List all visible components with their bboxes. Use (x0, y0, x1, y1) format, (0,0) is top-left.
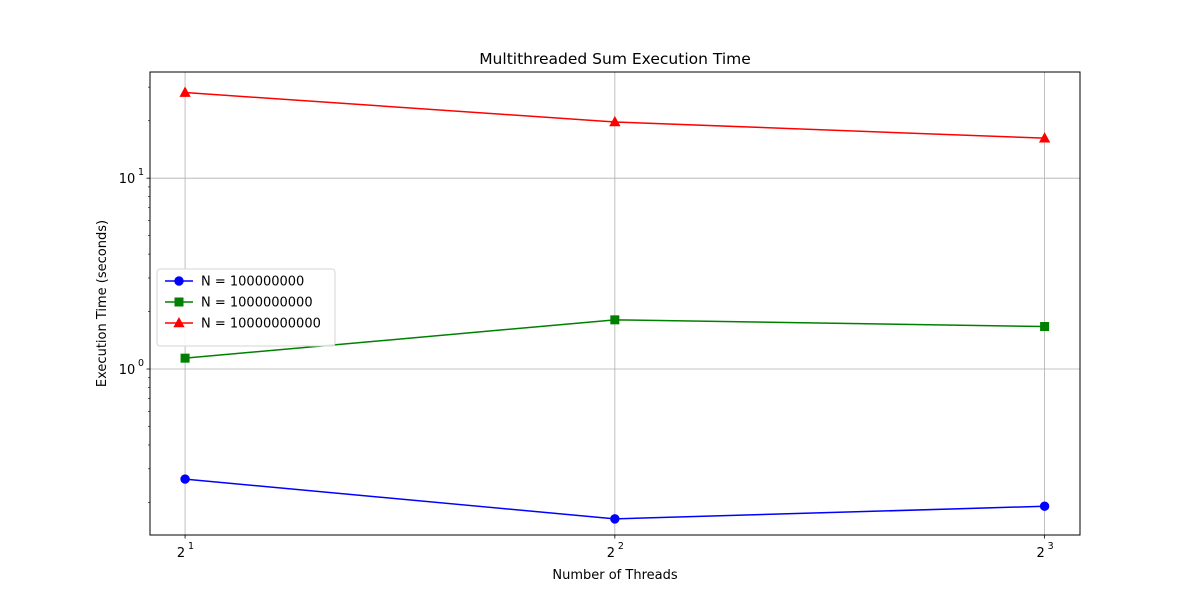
x-tick-label: 2 (607, 546, 615, 561)
series-1 (180, 474, 1050, 524)
legend-item: N = 10000000000 (165, 317, 321, 332)
y-tick-exponent: 1 (138, 167, 144, 178)
x-tick-exponent: 3 (1048, 541, 1054, 552)
data-point (1038, 132, 1051, 143)
legend-marker (173, 316, 185, 328)
y-tick-label: 10 (119, 172, 136, 187)
legend-marker (174, 297, 184, 307)
x-tick-label: 2 (1036, 546, 1044, 561)
data-point (610, 315, 620, 325)
y-tick-label: 10 (119, 363, 136, 378)
x-tick-label: 2 (177, 546, 185, 561)
legend: N = 100000000 N = 1000000000 N = 100000000… (156, 268, 336, 347)
legend-label: N = 1000000000 (201, 296, 313, 311)
data-point (610, 514, 620, 524)
x-axis-label: Number of Threads (552, 568, 677, 583)
data-point (1040, 322, 1050, 332)
data-point (180, 353, 190, 363)
data-point (180, 474, 190, 484)
legend-item: N = 1000000000 (165, 296, 313, 311)
data-point (609, 115, 621, 127)
y-axis-label: Execution Time (seconds) (95, 220, 110, 387)
x-tick-exponent: 2 (618, 541, 624, 552)
legend-label: N = 100000000 (201, 275, 304, 290)
grid-layer (150, 72, 1080, 535)
chart-title: Multithreaded Sum Execution Time (479, 50, 751, 68)
legend-label: N = 10000000000 (201, 317, 321, 332)
legend-item: N = 100000000 (165, 275, 304, 290)
series-3 (179, 86, 1051, 143)
x-tick-exponent: 1 (188, 541, 194, 552)
data-point (1039, 501, 1050, 511)
data-point (179, 86, 191, 97)
legend-box (156, 268, 336, 347)
y-tick-exponent: 0 (138, 358, 144, 369)
legend-marker (174, 276, 184, 286)
